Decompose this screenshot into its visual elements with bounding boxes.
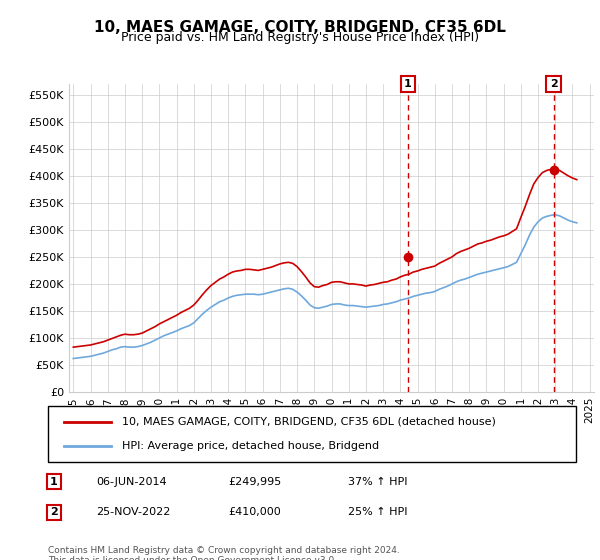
FancyBboxPatch shape xyxy=(48,406,576,462)
Text: £249,995: £249,995 xyxy=(228,477,281,487)
Text: 2: 2 xyxy=(50,507,58,517)
Text: Price paid vs. HM Land Registry's House Price Index (HPI): Price paid vs. HM Land Registry's House … xyxy=(121,31,479,44)
Text: 1: 1 xyxy=(404,79,412,89)
Text: 2: 2 xyxy=(550,79,557,89)
Text: Contains HM Land Registry data © Crown copyright and database right 2024.
This d: Contains HM Land Registry data © Crown c… xyxy=(48,546,400,560)
Text: 10, MAES GAMAGE, COITY, BRIDGEND, CF35 6DL (detached house): 10, MAES GAMAGE, COITY, BRIDGEND, CF35 6… xyxy=(122,417,496,427)
Text: 37% ↑ HPI: 37% ↑ HPI xyxy=(348,477,407,487)
Text: 1: 1 xyxy=(50,477,58,487)
Text: 06-JUN-2014: 06-JUN-2014 xyxy=(96,477,167,487)
Text: £410,000: £410,000 xyxy=(228,507,281,517)
Text: 25% ↑ HPI: 25% ↑ HPI xyxy=(348,507,407,517)
Text: 25-NOV-2022: 25-NOV-2022 xyxy=(96,507,170,517)
Text: 10, MAES GAMAGE, COITY, BRIDGEND, CF35 6DL: 10, MAES GAMAGE, COITY, BRIDGEND, CF35 6… xyxy=(94,20,506,35)
Text: HPI: Average price, detached house, Bridgend: HPI: Average price, detached house, Brid… xyxy=(122,441,379,451)
